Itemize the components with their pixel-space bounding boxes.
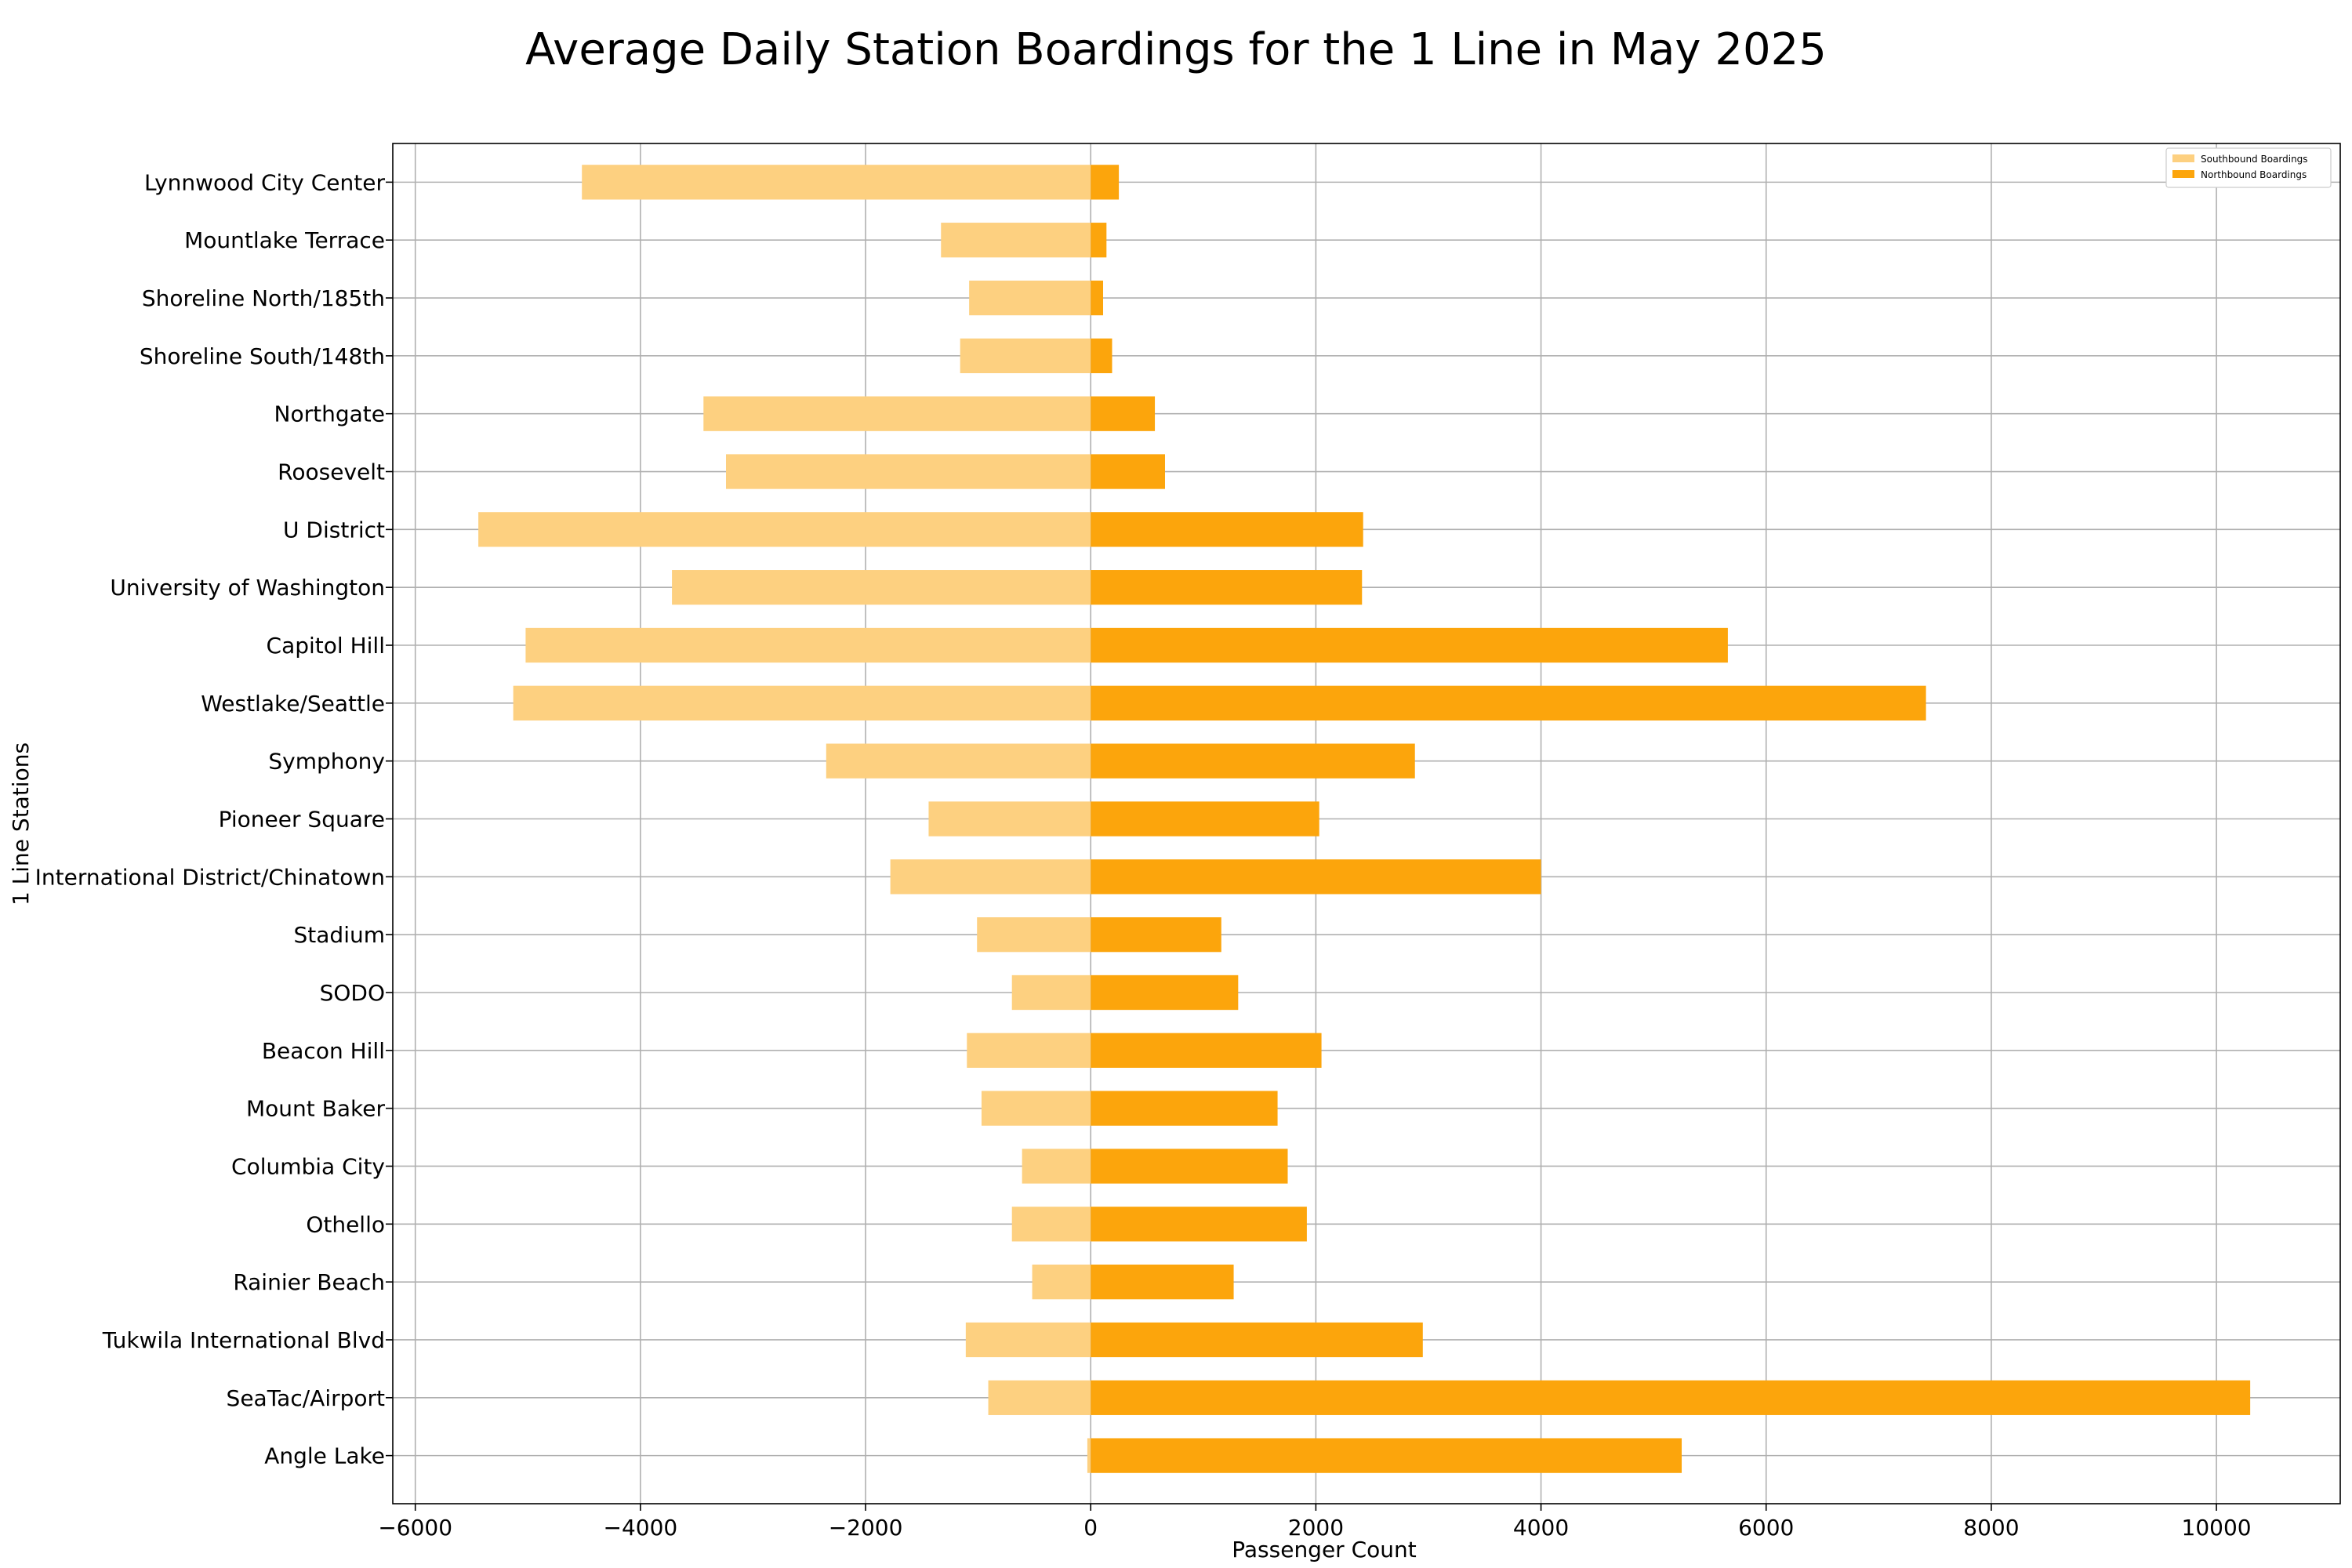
southbound-bar (988, 1380, 1091, 1415)
northbound-bar (1091, 917, 1221, 953)
y-tick-label: Roosevelt (278, 459, 385, 485)
y-tick-label: Shoreline North/185th (142, 285, 385, 311)
northbound-bar (1091, 1033, 1322, 1068)
y-tick-label: International District/Chinatown (35, 864, 385, 890)
southbound-bar (1011, 1207, 1091, 1242)
y-tick-label: Mountlake Terrace (184, 227, 385, 253)
southbound-bar (703, 396, 1091, 431)
southbound-bar (726, 454, 1091, 489)
x-axis-label: Passenger Count (1232, 1537, 1417, 1563)
northbound-bar (1091, 1149, 1288, 1184)
northbound-bar (1091, 570, 1363, 605)
y-tick-label: Stadium (294, 922, 385, 948)
y-tick-label: Othello (306, 1211, 385, 1237)
northbound-bar (1091, 685, 1926, 720)
y-tick-label: Tukwila International Blvd (102, 1327, 385, 1353)
y-tick-label: Shoreline South/148th (140, 343, 385, 369)
southbound-bar (826, 743, 1091, 779)
y-tick-label: University of Washington (110, 575, 385, 601)
y-tick-label: SeaTac/Airport (227, 1385, 385, 1411)
southbound-bar (941, 223, 1091, 258)
southbound-bar (1022, 1149, 1091, 1184)
northbound-bar (1091, 743, 1415, 779)
y-tick-label: Capitol Hill (267, 633, 385, 659)
y-tick-label: Symphony (268, 749, 385, 775)
southbound-bar (1011, 975, 1091, 1011)
southbound-bar (513, 685, 1091, 720)
northbound-bar (1091, 454, 1165, 489)
southbound-bar (672, 570, 1091, 605)
y-tick-label: Mount Baker (246, 1096, 385, 1122)
x-tick-label: 4000 (1513, 1515, 1569, 1541)
northbound-bar (1091, 396, 1156, 431)
grid-layer (393, 143, 2340, 1504)
legend-frame (2165, 147, 2332, 188)
chart-title: Average Daily Station Boardings for the … (525, 24, 1827, 75)
northbound-bar (1091, 1091, 1278, 1126)
bars-layer (478, 165, 2251, 1473)
x-tick-label: −6000 (378, 1515, 452, 1541)
legend-entry: Southbound Boardings (2201, 154, 2308, 165)
northbound-bar (1091, 1264, 1234, 1300)
southbound-bar (1087, 1438, 1091, 1473)
northbound-bar (1091, 223, 1107, 258)
x-tick-label: 8000 (1963, 1515, 2019, 1541)
northbound-bar (1091, 859, 1541, 895)
legend: Southbound Boardings Northbound Boardings (2165, 147, 2332, 188)
y-tick-label: SODO (320, 980, 385, 1006)
y-tick-label: Angle Lake (264, 1443, 385, 1469)
southbound-bar (525, 627, 1091, 663)
plot-frame (392, 143, 2341, 1504)
northbound-bar (1091, 1207, 1307, 1242)
southbound-bar (977, 917, 1091, 953)
northbound-bar (1091, 801, 1319, 837)
x-tick-label: −4000 (604, 1515, 678, 1541)
y-axis-label: 1 Line Stations (8, 742, 34, 906)
ticks-layer: −6000 −4000 −2000 0 2000 4000 6000 8000 10000 Lyn… (35, 169, 2252, 1541)
southbound-bar (890, 859, 1091, 895)
y-tick-label: Pioneer Square (219, 807, 385, 833)
southbound-bar (582, 165, 1091, 200)
x-tick-label: 10000 (2182, 1515, 2252, 1541)
y-tick-label: U District (283, 517, 385, 543)
y-tick-label: Lynnwood City Center (144, 169, 385, 195)
southbound-bar (960, 338, 1091, 374)
southbound-bar (967, 1033, 1091, 1068)
x-tick-label: 6000 (1738, 1515, 1794, 1541)
northbound-bar (1091, 280, 1104, 316)
northbound-bar (1091, 1322, 1423, 1358)
northbound-bar (1091, 1380, 2251, 1415)
y-tick-label: Columbia City (231, 1153, 385, 1179)
x-tick-label: 0 (1083, 1515, 1098, 1541)
northbound-bar (1091, 338, 1112, 374)
southbound-bar (965, 1322, 1091, 1358)
legend-swatch (2172, 154, 2194, 162)
y-tick-label: Beacon Hill (262, 1038, 385, 1064)
southbound-bar (478, 512, 1091, 547)
x-tick-label: −2000 (829, 1515, 903, 1541)
southbound-bar (928, 801, 1091, 837)
southbound-bar (1032, 1264, 1091, 1300)
legend-swatch (2172, 170, 2194, 178)
legend-entry: Northbound Boardings (2201, 169, 2307, 180)
y-tick-label: Rainier Beach (233, 1269, 385, 1295)
northbound-bar (1091, 165, 1120, 200)
northbound-bar (1091, 975, 1239, 1011)
x-tick-label: 2000 (1288, 1515, 1344, 1541)
y-tick-label: Westlake/Seattle (201, 691, 385, 717)
northbound-bar (1091, 1438, 1682, 1473)
northbound-bar (1091, 512, 1363, 547)
southbound-bar (981, 1091, 1091, 1126)
y-tick-label: Northgate (274, 401, 385, 427)
southbound-bar (969, 280, 1091, 316)
northbound-bar (1091, 627, 1728, 663)
